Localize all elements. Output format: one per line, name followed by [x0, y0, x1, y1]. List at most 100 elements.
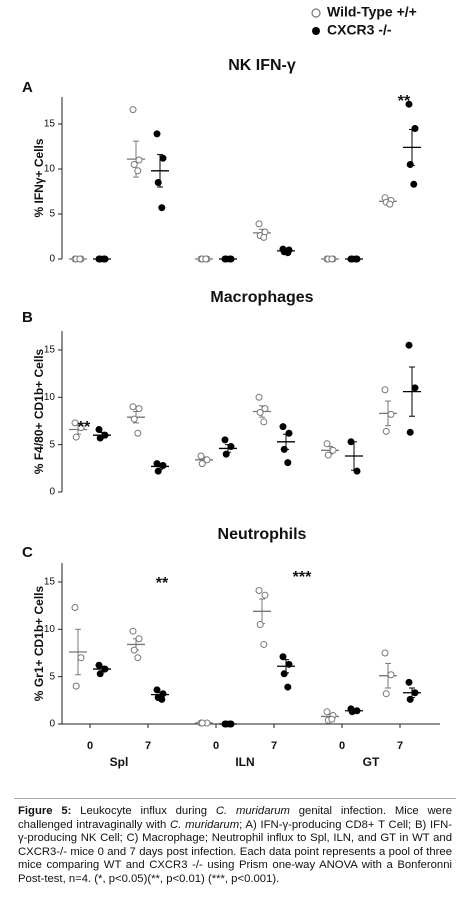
legend-marker	[311, 8, 321, 18]
data-point	[153, 686, 161, 694]
y-tick-label: 0	[49, 719, 55, 730]
y-axis-label: % Gr1+ CD1b+ Cells	[32, 585, 46, 701]
y-tick-label: 15	[44, 119, 56, 130]
data-point	[328, 715, 336, 723]
x-tick-label: 7	[271, 740, 277, 752]
data-point	[284, 459, 292, 467]
data-point	[72, 682, 80, 690]
chart-title: Macrophages	[210, 289, 313, 306]
caption-run: ; A) IFN-γ-producing CD8+ T Cell; B) IFN…	[18, 818, 452, 885]
data-point	[202, 255, 210, 263]
data-point	[226, 255, 234, 263]
data-point	[135, 405, 143, 413]
data-point	[130, 161, 138, 168]
data-point	[279, 653, 287, 661]
data-point	[130, 646, 138, 654]
data-point	[280, 445, 288, 453]
data-point	[76, 255, 84, 263]
data-point	[197, 452, 205, 460]
data-point	[198, 719, 206, 727]
chart-title: Neutrophils	[218, 526, 307, 543]
data-point	[221, 436, 229, 444]
data-point	[285, 660, 293, 668]
data-point	[381, 649, 389, 657]
data-point	[406, 695, 414, 703]
data-point	[198, 460, 206, 468]
chart-title: NK IFN-γ	[228, 57, 296, 74]
y-tick-label: 15	[44, 577, 56, 588]
data-point	[411, 689, 419, 697]
data-point	[158, 204, 166, 212]
legend-label: CXCR3 -/-	[327, 22, 392, 38]
significance: ***	[293, 569, 312, 586]
y-tick-label: 0	[49, 487, 55, 498]
data-point	[154, 179, 162, 186]
y-tick-label: 0	[49, 254, 55, 265]
data-point	[96, 434, 104, 442]
data-point	[222, 450, 230, 458]
data-point	[154, 467, 162, 475]
data-point	[386, 200, 394, 208]
x-tick-label: 0	[339, 740, 345, 752]
data-point	[324, 451, 332, 459]
data-point	[134, 429, 142, 437]
data-point	[411, 384, 419, 392]
x-tick-label: 0	[87, 740, 93, 752]
significance: **	[398, 93, 411, 110]
data-point	[159, 461, 167, 469]
data-point	[153, 130, 161, 138]
data-point	[382, 427, 390, 435]
data-point	[129, 403, 137, 411]
data-point	[260, 233, 268, 241]
data-point	[406, 428, 414, 436]
data-point	[284, 683, 292, 691]
caption-run: C. muridarum	[170, 818, 240, 831]
data-point	[71, 604, 79, 612]
data-point	[101, 665, 109, 673]
data-point	[260, 640, 268, 648]
data-point	[405, 100, 413, 108]
data-point	[329, 446, 337, 454]
data-point	[129, 627, 137, 635]
data-point	[260, 418, 268, 426]
data-point	[387, 410, 395, 418]
caption-run: C. muridarum	[215, 805, 290, 817]
y-axis-label: % F4/80+ CD1b+ Cells	[32, 348, 46, 474]
data-point	[347, 438, 355, 446]
y-tick-label: 5	[49, 439, 55, 450]
panel-letter: A	[22, 79, 33, 96]
data-point	[285, 429, 293, 437]
group-label: GT	[363, 755, 380, 769]
data-point	[411, 125, 419, 132]
data-point	[255, 220, 263, 228]
caption-run: Figure 5:	[18, 805, 72, 817]
data-point	[95, 425, 103, 433]
data-point	[328, 255, 336, 263]
legend-marker	[312, 27, 320, 35]
data-point	[387, 671, 395, 679]
data-point	[256, 621, 264, 629]
data-point	[71, 419, 79, 427]
data-point	[129, 106, 137, 114]
y-tick-label: 5	[49, 209, 55, 220]
y-tick-label: 10	[44, 392, 56, 403]
data-point	[96, 670, 104, 678]
data-point	[72, 433, 80, 441]
panel-letter: B	[22, 309, 33, 326]
data-point	[226, 720, 234, 728]
data-point	[227, 443, 235, 451]
caption-run: Leukocyte influx during	[71, 805, 216, 817]
data-point	[410, 180, 418, 188]
data-point	[261, 591, 269, 599]
data-point	[203, 456, 211, 464]
data-point	[353, 467, 361, 475]
data-point	[323, 440, 331, 448]
group-label: Spl	[110, 755, 129, 769]
data-point	[95, 661, 103, 669]
data-point	[135, 156, 143, 164]
legend-label: Wild-Type +/+	[327, 4, 417, 20]
data-point	[261, 405, 269, 413]
data-point	[348, 708, 356, 716]
data-point	[77, 654, 85, 662]
caption-run: genital infection. Mice were challenged …	[18, 805, 453, 831]
